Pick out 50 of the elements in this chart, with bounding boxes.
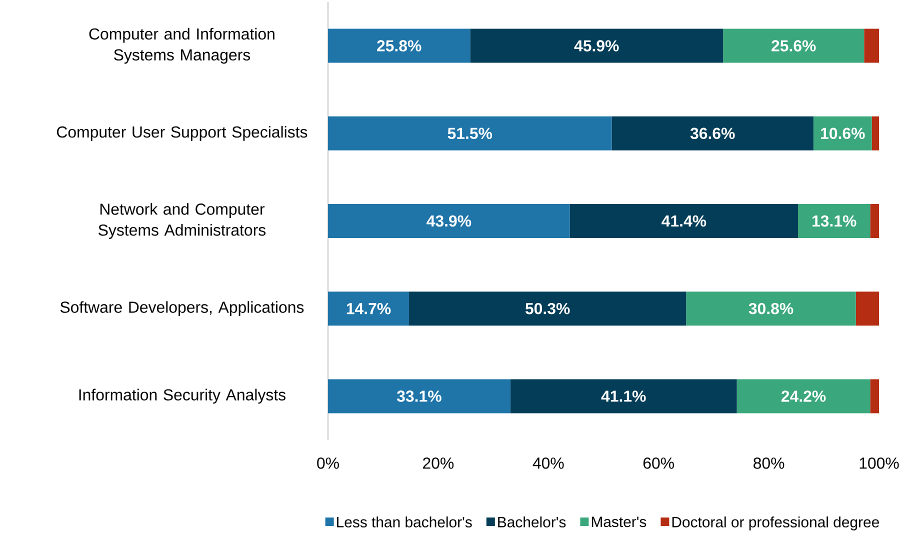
data-label: 43.9%: [426, 215, 472, 227]
bar: [736, 379, 870, 414]
bar: [408, 292, 686, 326]
bar: [798, 204, 870, 238]
data-label: 41.1%: [601, 390, 646, 402]
y-tick-label: Computer and Information Systems Managers: [89, 28, 274, 64]
data-label: 30.8%: [748, 302, 794, 314]
x-tick-label: 40%: [532, 458, 564, 469]
bar: [328, 204, 570, 238]
bar: [864, 28, 880, 63]
bar: [686, 292, 856, 326]
bar: [872, 116, 880, 150]
bar: [328, 379, 510, 414]
data-label: 10.6%: [821, 128, 865, 140]
data-label: 36.6%: [690, 128, 735, 140]
bar: [328, 28, 470, 63]
y-tick-label: Software Developers, Applications: [60, 301, 304, 316]
y-tick-label: Computer User Support Specialists: [56, 126, 308, 141]
legend-label: Master's: [592, 516, 646, 528]
bar: [870, 379, 880, 414]
bar: [612, 116, 814, 150]
y-tick-label: Network and Computer Systems Administrators: [98, 203, 266, 239]
data-label: 24.2%: [781, 390, 826, 402]
bar: [470, 28, 724, 63]
bar: [870, 204, 880, 238]
x-tick-label: 80%: [754, 458, 784, 469]
x-tick-label: 20%: [423, 458, 454, 469]
x-tick-label: 0%: [317, 458, 339, 469]
data-label: 45.9%: [574, 40, 619, 52]
data-label: 50.3%: [525, 302, 570, 314]
data-label: 25.6%: [772, 40, 816, 52]
y-tick-label: Information Security Analysts: [79, 388, 286, 404]
bar: [510, 379, 737, 414]
bar: [328, 116, 612, 150]
data-label: 41.4%: [662, 215, 706, 227]
data-label: 14.7%: [346, 302, 391, 314]
x-tick-label: 100%: [860, 458, 899, 469]
legend-label: Less than bachelor's: [337, 516, 472, 528]
legend-label: Doctoral or professional degree: [672, 516, 879, 530]
bar: [570, 204, 798, 238]
x-tick-label: 60%: [643, 458, 674, 469]
bar: [813, 116, 872, 150]
data-label: 33.1%: [396, 390, 442, 402]
bar: [328, 292, 409, 326]
data-label: 25.8%: [377, 40, 422, 52]
bar: [723, 28, 864, 63]
data-label: 13.1%: [812, 215, 856, 227]
data-label: 51.5%: [448, 128, 492, 140]
legend-label: Bachelor's: [498, 516, 566, 528]
bar: [856, 292, 880, 326]
